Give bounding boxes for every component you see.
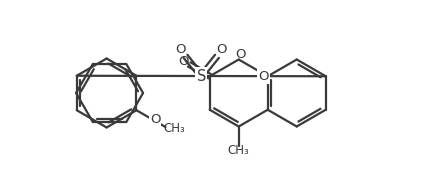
Text: CH₃: CH₃ [163,122,185,135]
Text: CH₃: CH₃ [228,144,249,157]
Text: O: O [150,113,161,126]
Text: S: S [196,68,206,84]
Text: O: O [175,43,186,56]
Text: O: O [178,55,189,68]
Text: O: O [258,70,269,83]
Text: O: O [217,43,227,56]
Text: O: O [235,48,246,61]
